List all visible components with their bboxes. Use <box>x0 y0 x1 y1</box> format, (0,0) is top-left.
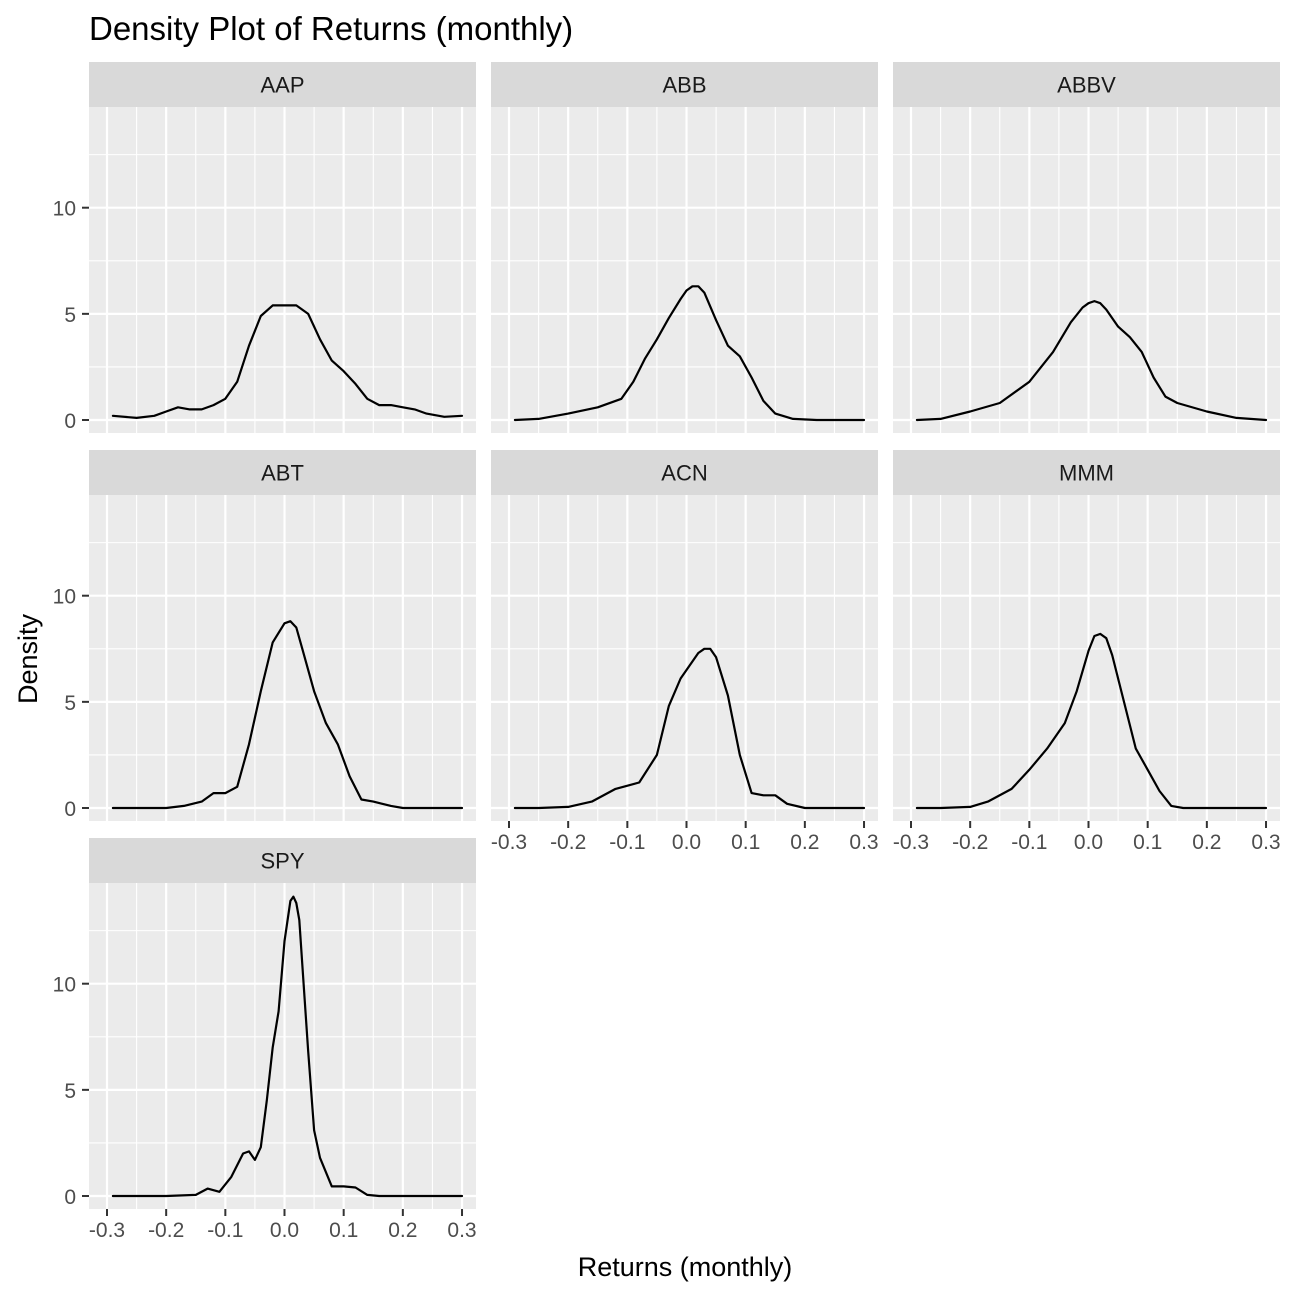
facet-strip-label: AAP <box>260 73 304 98</box>
panel-background <box>491 107 878 433</box>
x-tick-label: 0.1 <box>1133 831 1162 854</box>
facet-strip <box>89 450 476 495</box>
facet-strip-label: SPY <box>260 849 304 874</box>
density-line-abb <box>513 285 866 422</box>
facet-strip <box>491 62 878 107</box>
x-tick-label: 0.1 <box>329 1219 358 1242</box>
x-tick-label: -0.1 <box>609 831 645 854</box>
facet-strip-label: ABB <box>662 73 706 98</box>
x-tick-label: 0.0 <box>1074 831 1103 854</box>
panel-background <box>89 883 476 1209</box>
facet-abbv: ABBV <box>893 62 1280 433</box>
chart-title: Density Plot of Returns (monthly) <box>89 10 573 47</box>
x-tick-label: 0.0 <box>672 831 701 854</box>
facet-abb: ABB <box>491 62 878 433</box>
facet-strip <box>491 450 878 495</box>
facet-strip <box>89 838 476 883</box>
facet-strip <box>89 62 476 107</box>
facet-strip-label: ABT <box>261 461 304 486</box>
x-tick-label: 0.3 <box>1251 831 1280 854</box>
facet-panels: AAP 0 5 10 ABB ABBV ABT 0 5 10 ACN -0.3 -0.2 -0.1 0.0 0… <box>53 62 1281 1242</box>
x-tick-label: 0.1 <box>731 831 760 854</box>
x-axis-title: Returns (monthly) <box>578 1252 793 1282</box>
facet-strip-label: MMM <box>1059 461 1114 486</box>
facet-strip-label: ABBV <box>1057 73 1116 98</box>
x-tick-label: -0.2 <box>550 831 586 854</box>
panel-background <box>893 107 1280 433</box>
facet-abt: ABT 0 5 10 <box>53 450 476 821</box>
x-tick-label: 0.3 <box>849 831 878 854</box>
y-tick-label: 5 <box>64 692 76 715</box>
density-line-aap <box>111 304 464 419</box>
y-tick-label: 10 <box>53 586 76 609</box>
y-tick-label: 10 <box>53 198 76 221</box>
x-tick-label: -0.1 <box>1011 831 1047 854</box>
x-tick-label: -0.2 <box>952 831 988 854</box>
x-tick-label: -0.3 <box>491 831 527 854</box>
y-axis-title: Density <box>13 613 43 704</box>
y-tick-label: 5 <box>64 304 76 327</box>
x-tick-label: 0.2 <box>790 831 819 854</box>
y-tick-label: 0 <box>64 410 76 433</box>
x-tick-label: 0.2 <box>388 1219 417 1242</box>
y-tick-label: 5 <box>64 1080 76 1103</box>
facet-mmm: MMM -0.3 -0.2 -0.1 0.0 0.1 0.2 0.3 <box>893 450 1281 854</box>
facet-strip <box>893 62 1280 107</box>
x-tick-label: 0.2 <box>1192 831 1221 854</box>
density-line-abt <box>111 620 464 810</box>
x-tick-label: -0.3 <box>893 831 929 854</box>
x-tick-label: -0.3 <box>89 1219 125 1242</box>
panel-background <box>89 495 476 821</box>
panel-background <box>491 495 878 821</box>
density-line-acn <box>513 647 866 810</box>
y-tick-label: 0 <box>64 798 76 821</box>
x-tick-label: -0.2 <box>148 1219 184 1242</box>
panel-background <box>89 107 476 433</box>
density-line-spy <box>111 895 464 1198</box>
facet-spy: SPY 0 5 10 -0.3 -0.2 -0.1 0.0 0.1 0.2 0.3 <box>53 838 477 1242</box>
x-tick-label: 0.3 <box>447 1219 476 1242</box>
density-line-abbv <box>915 300 1268 422</box>
facet-acn: ACN -0.3 -0.2 -0.1 0.0 0.1 0.2 0.3 <box>491 450 879 854</box>
x-tick-label: 0.0 <box>270 1219 299 1242</box>
y-tick-label: 0 <box>64 1186 76 1209</box>
y-tick-label: 10 <box>53 974 76 997</box>
x-tick-label: -0.1 <box>207 1219 243 1242</box>
facet-aap: AAP 0 5 10 <box>53 62 476 433</box>
facet-strip <box>893 450 1280 495</box>
density-line-mmm <box>915 632 1268 810</box>
facet-strip-label: ACN <box>661 461 707 486</box>
